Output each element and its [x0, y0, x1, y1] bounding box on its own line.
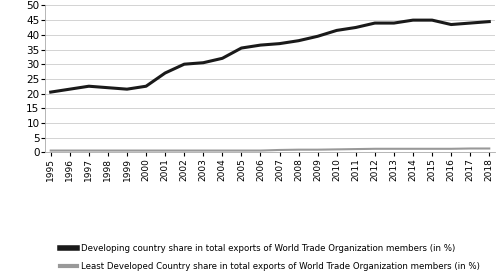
Developing country share in total exports of World Trade Organization members (in %)	[181, 63, 187, 66]
Developing country share in total exports of World Trade Organization members (in %)	[334, 29, 340, 32]
Least Developed Country share in total exports of World Trade Organization members (in %)	[334, 148, 340, 151]
Least Developed Country share in total exports of World Trade Organization members (in %)	[86, 149, 92, 152]
Developing country share in total exports of World Trade Organization members (in %)	[238, 47, 244, 50]
Least Developed Country share in total exports of World Trade Organization members (in %)	[238, 149, 244, 152]
Developing country share in total exports of World Trade Organization members (in %)	[258, 44, 264, 47]
Least Developed Country share in total exports of World Trade Organization members (in %)	[124, 149, 130, 152]
Least Developed Country share in total exports of World Trade Organization members (in %)	[276, 148, 282, 152]
Least Developed Country share in total exports of World Trade Organization members (in %)	[296, 148, 302, 151]
Least Developed Country share in total exports of World Trade Organization members (in %)	[258, 149, 264, 152]
Developing country share in total exports of World Trade Organization members (in %)	[276, 42, 282, 45]
Least Developed Country share in total exports of World Trade Organization members (in %)	[467, 147, 473, 150]
Developing country share in total exports of World Trade Organization members (in %)	[200, 61, 206, 64]
Developing country share in total exports of World Trade Organization members (in %)	[391, 21, 397, 25]
Least Developed Country share in total exports of World Trade Organization members (in %)	[181, 149, 187, 152]
Least Developed Country share in total exports of World Trade Organization members (in %)	[48, 149, 54, 152]
Developing country share in total exports of World Trade Organization members (in %)	[372, 21, 378, 25]
Developing country share in total exports of World Trade Organization members (in %)	[448, 23, 454, 26]
Least Developed Country share in total exports of World Trade Organization members (in %)	[372, 147, 378, 150]
Developing country share in total exports of World Trade Organization members (in %)	[429, 18, 435, 22]
Developing country share in total exports of World Trade Organization members (in %)	[143, 85, 149, 88]
Least Developed Country share in total exports of World Trade Organization members (in %)	[220, 149, 226, 152]
Least Developed Country share in total exports of World Trade Organization members (in %)	[410, 147, 416, 150]
Developing country share in total exports of World Trade Organization members (in %)	[86, 85, 92, 88]
Developing country share in total exports of World Trade Organization members (in %)	[467, 21, 473, 25]
Least Developed Country share in total exports of World Trade Organization members (in %)	[105, 149, 111, 152]
Least Developed Country share in total exports of World Trade Organization members (in %)	[314, 148, 320, 151]
Least Developed Country share in total exports of World Trade Organization members (in %)	[143, 149, 149, 152]
Least Developed Country share in total exports of World Trade Organization members (in %)	[391, 147, 397, 150]
Least Developed Country share in total exports of World Trade Organization members (in %)	[67, 149, 73, 152]
Developing country share in total exports of World Trade Organization members (in %)	[105, 86, 111, 89]
Developing country share in total exports of World Trade Organization members (in %)	[220, 57, 226, 60]
Developing country share in total exports of World Trade Organization members (in %)	[410, 18, 416, 22]
Least Developed Country share in total exports of World Trade Organization members (in %)	[353, 147, 359, 151]
Least Developed Country share in total exports of World Trade Organization members (in %)	[448, 147, 454, 150]
Least Developed Country share in total exports of World Trade Organization members (in %)	[200, 149, 206, 152]
Developing country share in total exports of World Trade Organization members (in %)	[48, 91, 54, 94]
Least Developed Country share in total exports of World Trade Organization members (in %)	[162, 149, 168, 152]
Developing country share in total exports of World Trade Organization members (in %)	[162, 71, 168, 75]
Developing country share in total exports of World Trade Organization members (in %)	[124, 88, 130, 91]
Developing country share in total exports of World Trade Organization members (in %)	[296, 39, 302, 42]
Least Developed Country share in total exports of World Trade Organization members (in %)	[429, 147, 435, 150]
Line: Developing country share in total exports of World Trade Organization members (in %): Developing country share in total export…	[50, 20, 490, 92]
Developing country share in total exports of World Trade Organization members (in %)	[353, 26, 359, 29]
Developing country share in total exports of World Trade Organization members (in %)	[486, 20, 492, 23]
Least Developed Country share in total exports of World Trade Organization members (in %)	[486, 147, 492, 150]
Developing country share in total exports of World Trade Organization members (in %)	[314, 35, 320, 38]
Line: Least Developed Country share in total exports of World Trade Organization members (in %): Least Developed Country share in total e…	[50, 149, 490, 151]
Legend: Developing country share in total exports of World Trade Organization members (i: Developing country share in total export…	[57, 242, 483, 272]
Developing country share in total exports of World Trade Organization members (in %)	[67, 88, 73, 91]
